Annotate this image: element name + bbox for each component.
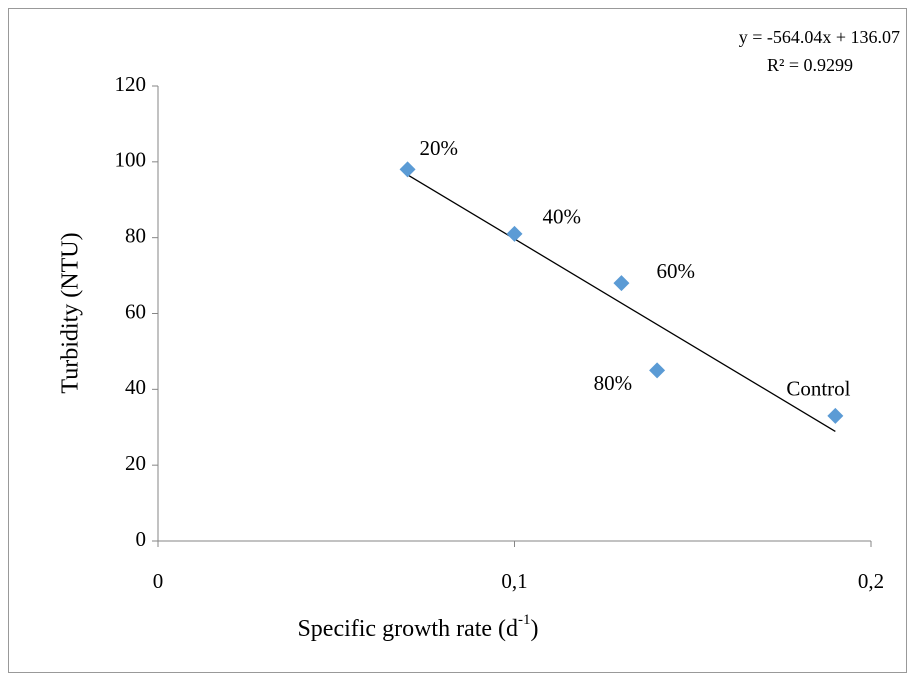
- y-tick-label: 20: [125, 451, 146, 475]
- y-tick-label: 100: [115, 148, 147, 172]
- point-label: 20%: [420, 136, 459, 160]
- y-axis-title: Turbidity (NTU): [58, 232, 84, 393]
- x-axis-title-sup: -1: [518, 612, 531, 628]
- point-label: 40%: [543, 205, 582, 229]
- data-point: [399, 161, 416, 178]
- chart-frame: [8, 8, 907, 673]
- x-axis-title: Specific growth rate (d-1): [297, 612, 538, 641]
- data-point: [827, 407, 844, 424]
- y-tick-label: 0: [136, 527, 147, 551]
- r-squared: R² = 0.9299: [767, 55, 853, 75]
- x-axis-title-main: Specific growth rate (d: [297, 616, 518, 642]
- data-point: [506, 225, 523, 242]
- y-tick-label: 60: [125, 299, 146, 323]
- x-tick-label: 0,2: [858, 569, 884, 593]
- y-tick-label: 40: [125, 375, 146, 399]
- equation: y = -564.04x + 136.07: [739, 27, 900, 47]
- y-tick-label: 120: [115, 72, 147, 96]
- y-tick-label: 80: [125, 223, 146, 247]
- x-tick-label: 0: [153, 569, 164, 593]
- point-label: 60%: [656, 259, 695, 283]
- point-label: Control: [786, 377, 850, 401]
- x-axis-title-end: ): [531, 616, 539, 642]
- point-label: 80%: [594, 371, 633, 395]
- data-point: [649, 362, 666, 379]
- trendline: [407, 174, 836, 432]
- data-point: [613, 275, 630, 292]
- x-tick-label: 0,1: [501, 569, 527, 593]
